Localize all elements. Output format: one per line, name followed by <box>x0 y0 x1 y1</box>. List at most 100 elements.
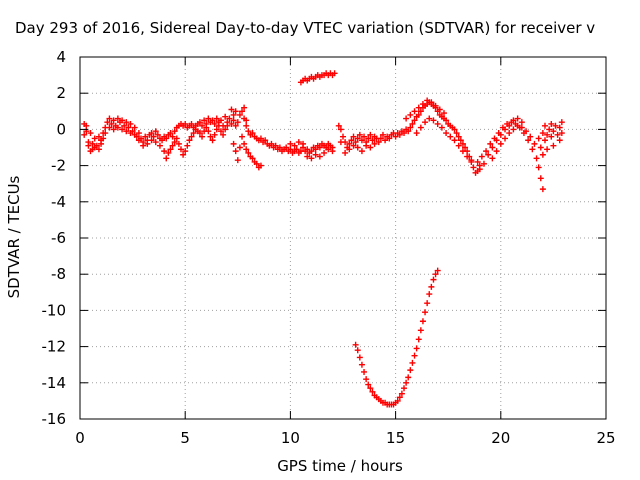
data-point <box>407 124 414 131</box>
data-point <box>236 144 243 151</box>
data-point <box>123 119 130 126</box>
data-point <box>207 133 214 140</box>
data-point <box>232 122 239 129</box>
data-point <box>241 140 248 147</box>
data-point <box>211 131 218 138</box>
data-point <box>131 124 138 131</box>
data-point <box>529 146 536 153</box>
data-point <box>493 137 500 144</box>
data-point <box>329 148 336 155</box>
data-point <box>358 137 365 144</box>
data-point <box>95 133 102 140</box>
data-point <box>106 124 113 131</box>
data-point <box>413 345 420 352</box>
data-point <box>413 130 420 137</box>
data-point <box>331 70 338 77</box>
data-point <box>272 142 279 149</box>
x-tick-label: 5 <box>180 429 190 447</box>
data-point <box>464 153 471 160</box>
data-point <box>163 155 170 162</box>
data-point <box>367 144 374 151</box>
data-point <box>167 130 174 137</box>
data-point <box>377 135 384 142</box>
data-point <box>226 115 233 122</box>
data-point <box>85 142 92 149</box>
data-point <box>356 354 363 361</box>
data-point <box>342 149 349 156</box>
data-point <box>428 283 435 290</box>
data-point <box>428 99 435 106</box>
data-point <box>411 117 418 124</box>
data-point <box>209 117 216 124</box>
data-point <box>417 327 424 334</box>
data-point <box>537 144 544 151</box>
data-point <box>361 133 368 140</box>
data-point <box>213 126 220 133</box>
data-point <box>367 385 374 392</box>
data-point <box>436 106 443 113</box>
data-point <box>243 146 250 153</box>
data-point <box>550 142 557 149</box>
data-point <box>232 148 239 155</box>
data-point <box>308 148 315 155</box>
data-point <box>152 139 159 146</box>
data-point <box>196 119 203 126</box>
data-point <box>156 142 163 149</box>
data-point <box>98 140 105 147</box>
data-point <box>340 133 346 140</box>
data-point <box>205 128 212 135</box>
data-point <box>312 151 319 158</box>
data-point <box>401 130 408 137</box>
data-point <box>506 130 513 137</box>
y-tick-label: -10 <box>42 301 67 319</box>
data-point <box>502 135 509 142</box>
data-point <box>150 133 157 140</box>
data-point <box>401 385 408 392</box>
data-point <box>215 122 222 129</box>
data-point <box>350 142 357 149</box>
data-point <box>316 144 323 151</box>
data-point <box>470 164 477 171</box>
data-point <box>535 164 542 171</box>
data-point <box>182 120 189 127</box>
data-point <box>533 155 540 162</box>
data-point <box>211 120 218 127</box>
data-point <box>417 108 424 115</box>
data-point <box>209 137 216 144</box>
data-point <box>249 155 256 162</box>
data-point <box>114 115 121 122</box>
data-point <box>440 110 447 117</box>
data-point <box>443 130 450 137</box>
data-point <box>173 135 180 142</box>
data-point <box>245 128 252 135</box>
data-point <box>230 140 237 147</box>
data-point <box>451 126 458 133</box>
data-point <box>523 128 530 135</box>
data-point <box>407 111 414 118</box>
data-point <box>304 146 311 153</box>
data-point <box>127 130 134 137</box>
data-point <box>106 115 113 122</box>
data-point <box>363 376 370 383</box>
data-point <box>295 139 302 146</box>
data-point <box>165 149 172 156</box>
data-point <box>518 119 525 126</box>
data-point <box>537 175 544 182</box>
data-point <box>434 267 441 274</box>
data-point <box>304 153 311 160</box>
data-point <box>432 102 439 109</box>
data-point <box>184 142 191 149</box>
data-point <box>365 135 372 142</box>
data-point <box>405 128 412 135</box>
data-point <box>468 157 475 164</box>
data-point <box>102 130 109 137</box>
data-point <box>407 367 414 374</box>
data-point <box>396 394 403 401</box>
data-point <box>455 133 462 140</box>
data-point <box>91 144 98 151</box>
data-point <box>419 318 426 325</box>
data-point <box>354 135 361 142</box>
x-tick-label: 25 <box>596 429 615 447</box>
data-point <box>220 131 227 138</box>
data-point <box>375 139 382 146</box>
